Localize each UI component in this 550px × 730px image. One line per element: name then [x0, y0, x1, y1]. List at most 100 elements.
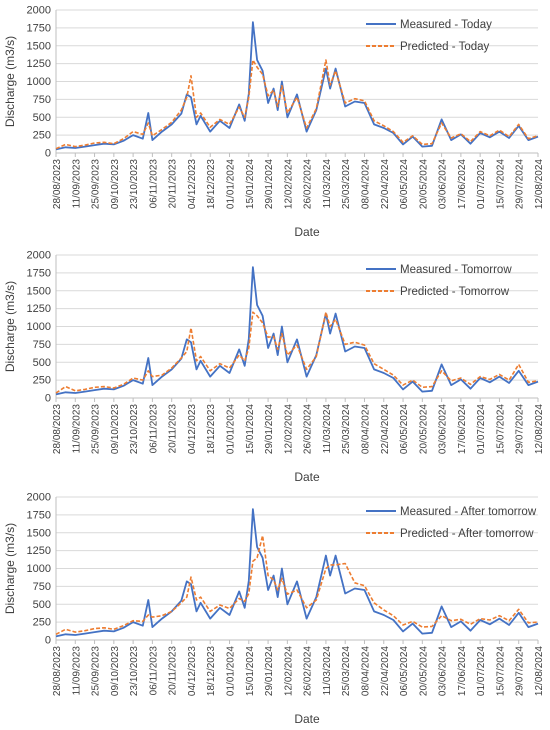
- x-tick-label: 20/11/2023: [168, 159, 179, 209]
- y-tick-label: 0: [45, 635, 51, 647]
- x-tick-label: 11/03/2024: [322, 159, 333, 209]
- x-axis-label: Date: [294, 712, 320, 726]
- x-tick-label: 09/10/2023: [110, 646, 121, 696]
- x-tick-label: 20/05/2024: [418, 159, 429, 209]
- y-tick-label: 0: [45, 393, 51, 405]
- x-tick-label: 11/03/2024: [322, 404, 333, 454]
- series-line-predicted-today: [55, 59, 539, 150]
- x-tick-label: 12/02/2024: [283, 159, 294, 209]
- y-axis-label: Discharge (m3/s): [3, 523, 17, 614]
- x-tick-label: 26/02/2024: [303, 404, 314, 454]
- x-tick-label: 20/05/2024: [418, 646, 429, 696]
- y-tick-label: 250: [33, 617, 51, 629]
- x-tick-label: 28/08/2023: [52, 404, 63, 454]
- x-tick-label: 01/01/2024: [226, 159, 237, 209]
- x-tick-label: 11/09/2023: [71, 404, 82, 454]
- series-line-measured-after-tomorrow: [55, 508, 539, 638]
- x-tick-label: 25/09/2023: [91, 404, 102, 454]
- y-tick-label: 750: [33, 339, 51, 351]
- x-tick-label: 08/04/2024: [360, 404, 371, 454]
- x-tick-label: 04/12/2023: [187, 404, 198, 454]
- x-tick-label: 20/11/2023: [168, 646, 179, 696]
- x-tick-label: 06/11/2023: [148, 159, 159, 209]
- x-tick-label: 08/04/2024: [360, 159, 371, 209]
- legend-label-predicted-today: Predicted - Today: [400, 41, 490, 53]
- y-axis-label: Discharge (m3/s): [3, 281, 17, 372]
- x-tick-label: 20/11/2023: [168, 404, 179, 454]
- x-tick-label: 15/01/2024: [245, 646, 256, 696]
- y-tick-label: 500: [33, 599, 51, 611]
- series-line-predicted-tomorrow: [55, 311, 539, 394]
- x-tick-label: 23/10/2023: [129, 159, 140, 209]
- chart-panel-tomorrow: 0 250 500 750 1000 1250 1500 1750 2000 28/08/2023…: [0, 245, 550, 488]
- y-tick-label: 1500: [27, 40, 51, 52]
- x-tick-label: 12/08/2024: [534, 159, 545, 209]
- x-tick-label: 17/06/2024: [457, 159, 468, 209]
- x-axis-label: Date: [294, 470, 320, 484]
- y-tick-label: 1750: [27, 22, 51, 34]
- x-tick-label: 08/04/2024: [360, 646, 371, 696]
- x-axis-label: Date: [294, 225, 320, 239]
- y-tick-label: 1000: [27, 76, 51, 88]
- series-line-predicted-after-tomorrow: [55, 534, 539, 636]
- x-tick-label: 04/12/2023: [187, 646, 198, 696]
- chart-tomorrow-svg: 0 250 500 750 1000 1250 1500 1750 2000 28/08/2023…: [3, 250, 545, 485]
- y-tick-label: 1750: [27, 267, 51, 279]
- x-tick-label: 25/03/2024: [341, 159, 352, 209]
- y-tick-label: 750: [33, 581, 51, 593]
- x-tick-label: 03/06/2024: [438, 646, 449, 696]
- x-tick-label: 15/01/2024: [245, 159, 256, 209]
- x-tick-label: 15/07/2024: [495, 159, 506, 209]
- x-tick-label: 06/05/2024: [399, 646, 410, 696]
- x-tick-label: 01/07/2024: [476, 404, 487, 454]
- y-tick-label: 1250: [27, 303, 51, 315]
- x-tick-label: 29/07/2024: [515, 159, 526, 209]
- x-tick-label: 01/07/2024: [476, 646, 487, 696]
- x-tick-label: 06/05/2024: [399, 159, 410, 209]
- x-tick-label: 12/08/2024: [534, 404, 545, 454]
- x-tick-label: 28/08/2023: [52, 646, 63, 696]
- y-tick-label: 1750: [27, 509, 51, 521]
- x-tick-label: 18/12/2023: [206, 646, 217, 696]
- legend-label-predicted-tomorrow: Predicted - Tomorrow: [400, 286, 510, 298]
- x-tick-label: 25/03/2024: [341, 404, 352, 454]
- legend-label-measured-tomorrow: Measured - Tomorrow: [400, 264, 512, 276]
- legend-label-measured-today: Measured - Today: [400, 19, 492, 31]
- x-tick-label: 06/05/2024: [399, 404, 410, 454]
- x-tick-label: 09/10/2023: [110, 404, 121, 454]
- y-tick-label: 500: [33, 357, 51, 369]
- x-tick-label: 11/09/2023: [71, 159, 82, 209]
- x-tick-label: 15/01/2024: [245, 404, 256, 454]
- y-tick-label: 500: [33, 112, 51, 124]
- x-tick-label: 12/02/2024: [283, 404, 294, 454]
- x-tick-label: 20/05/2024: [418, 404, 429, 454]
- x-tick-label: 25/03/2024: [341, 646, 352, 696]
- x-tick-label: 28/08/2023: [52, 159, 63, 209]
- y-tick-label: 1500: [27, 527, 51, 539]
- y-tick-label: 0: [45, 148, 51, 160]
- y-tick-label: 1000: [27, 563, 51, 575]
- x-tick-label: 11/03/2024: [322, 646, 333, 696]
- x-tick-label: 17/06/2024: [457, 646, 468, 696]
- y-tick-label: 2000: [27, 5, 51, 17]
- x-tick-label: 09/10/2023: [110, 159, 121, 209]
- x-tick-label: 22/04/2024: [380, 404, 391, 454]
- x-tick-label: 18/12/2023: [206, 159, 217, 209]
- y-tick-label: 1250: [27, 58, 51, 70]
- x-tick-label: 29/01/2024: [264, 646, 275, 696]
- y-tick-label: 1000: [27, 321, 51, 333]
- legend-label-predicted-after-tomorrow: Predicted - After tomorrow: [400, 528, 534, 540]
- x-tick-label: 01/01/2024: [226, 646, 237, 696]
- x-tick-label: 25/09/2023: [91, 646, 102, 696]
- x-tick-label: 29/07/2024: [515, 646, 526, 696]
- x-tick-label: 12/02/2024: [283, 646, 294, 696]
- x-tick-label: 06/11/2023: [148, 646, 159, 696]
- chart-panel-after-tomorrow: 0 250 500 750 1000 1250 1500 1750 2000 28/08/2023…: [0, 487, 550, 730]
- x-tick-label: 22/04/2024: [380, 646, 391, 696]
- y-tick-label: 2000: [27, 492, 51, 504]
- x-tick-label: 23/10/2023: [129, 646, 140, 696]
- y-tick-label: 250: [33, 375, 51, 387]
- x-tick-label: 26/02/2024: [303, 646, 314, 696]
- x-tick-label: 15/07/2024: [495, 404, 506, 454]
